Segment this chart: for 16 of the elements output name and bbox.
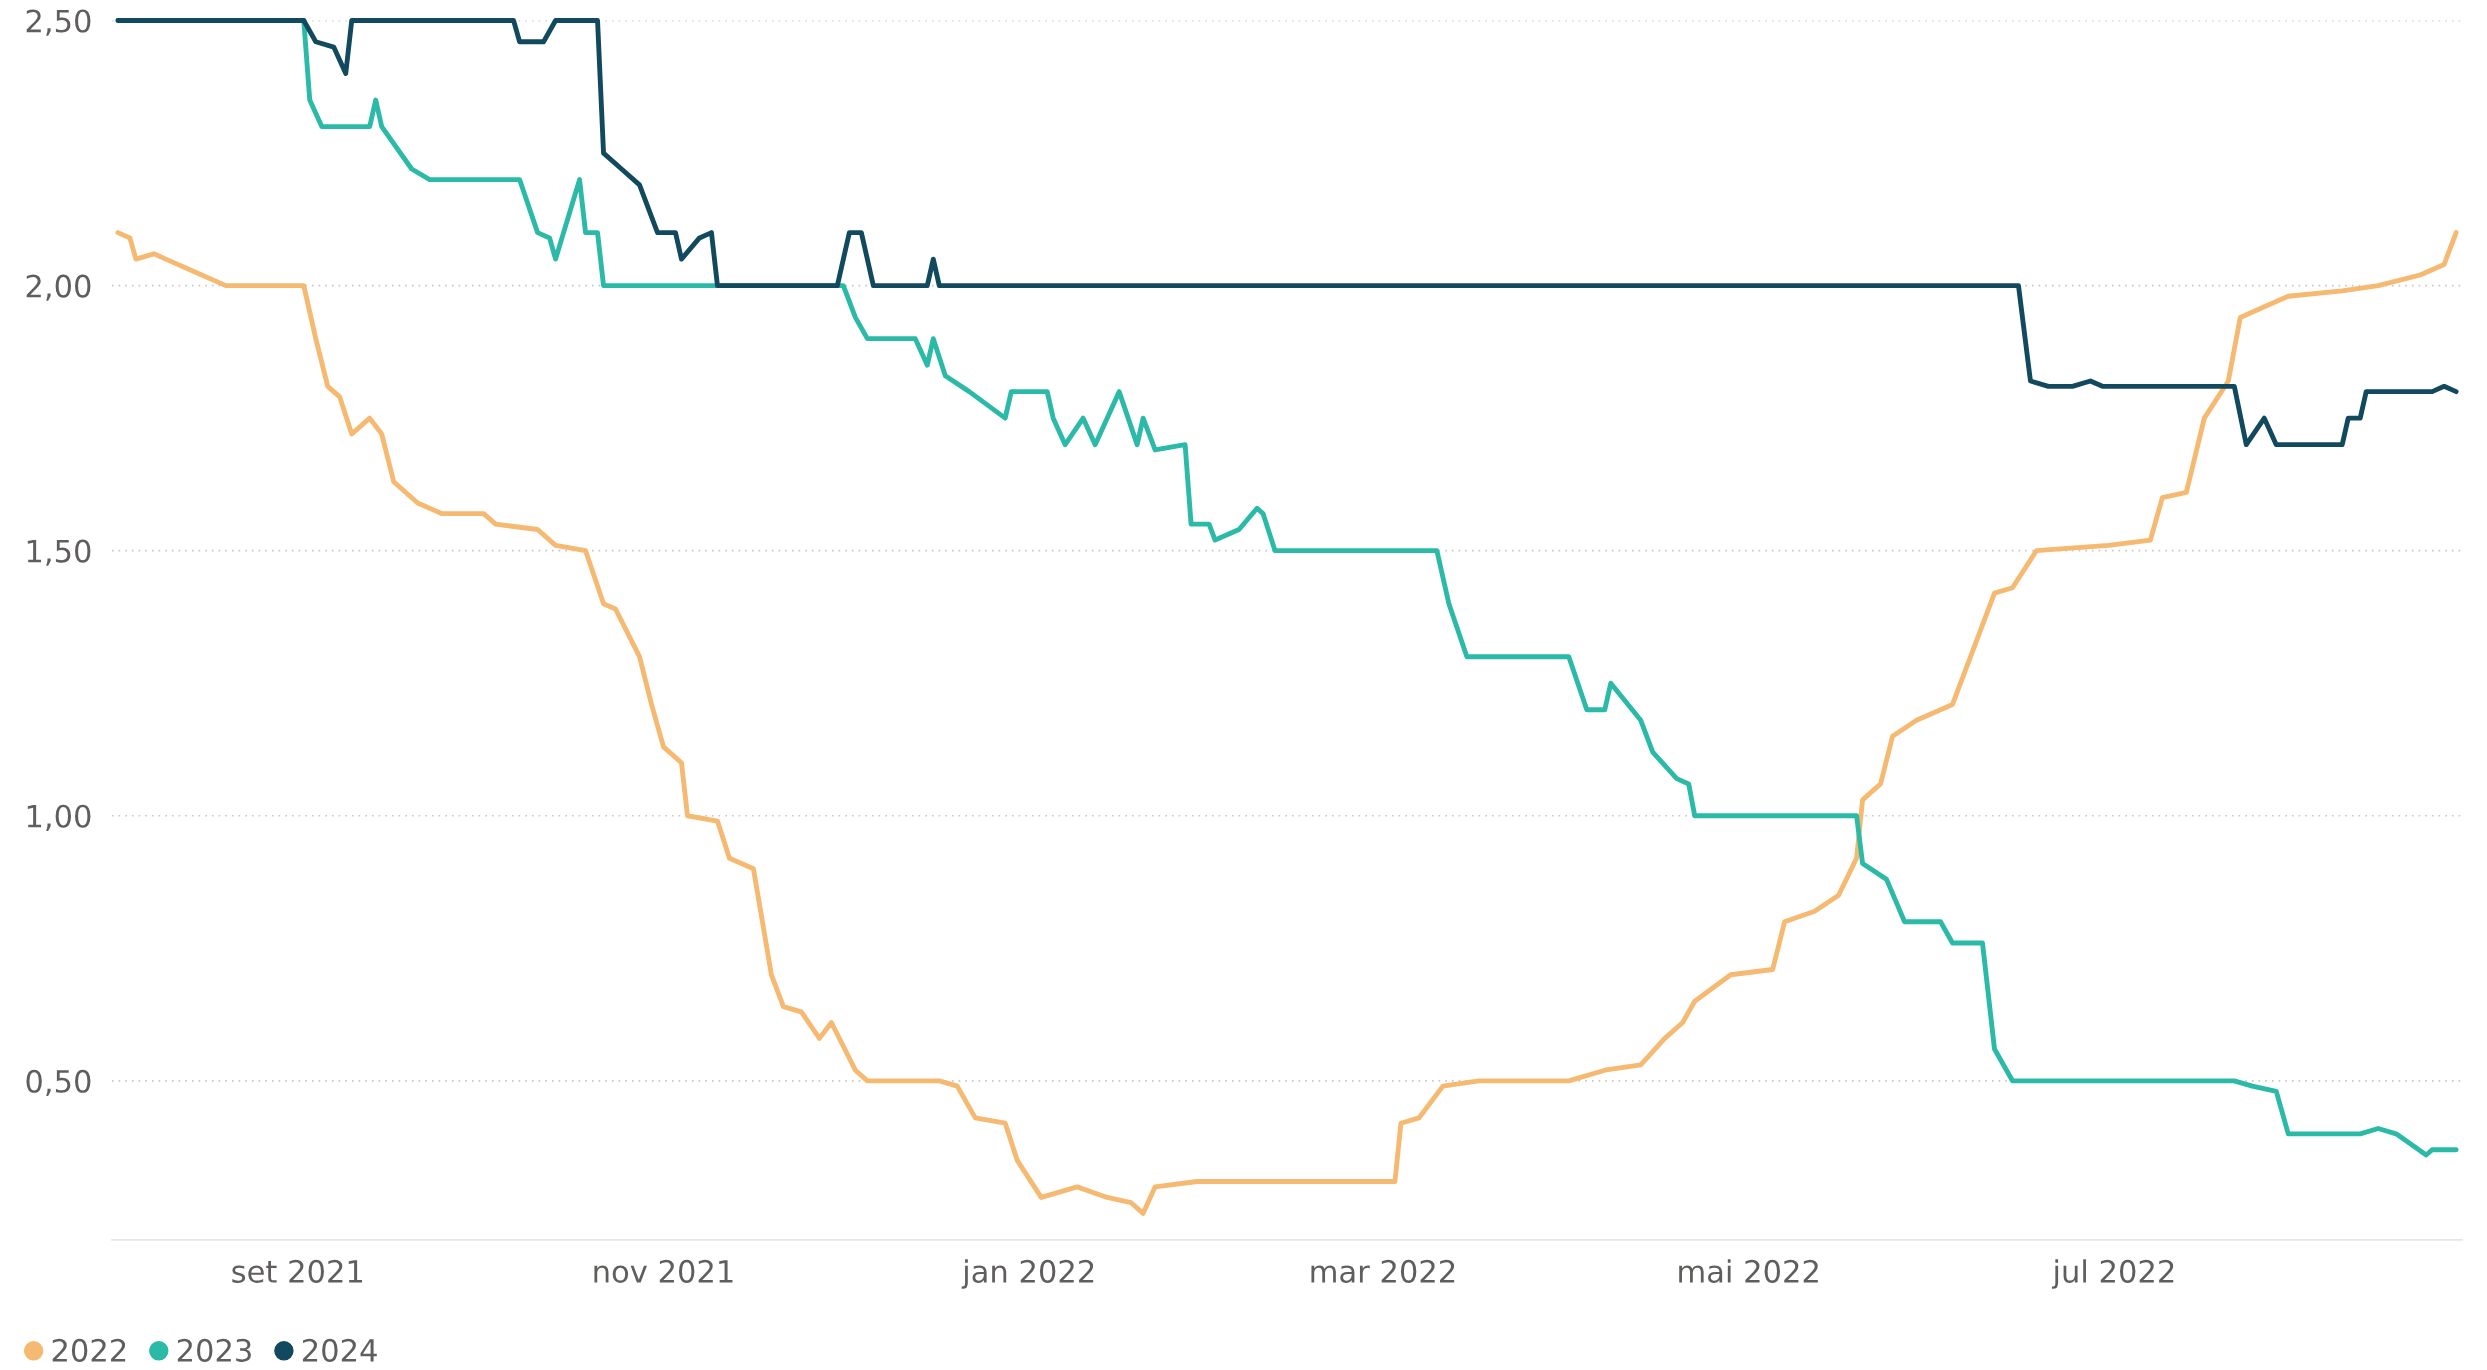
x-tick-label: jan 2022 <box>961 1259 1094 1289</box>
legend-label: 2023 <box>177 1338 251 1362</box>
x-tick-label: nov 2021 <box>594 1259 733 1283</box>
y-tick-label: 2,50 <box>26 9 91 36</box>
x-tick-label: mar 2022 <box>1311 1259 1455 1283</box>
y-tick-label: 0,50 <box>26 1069 91 1096</box>
x-tick-label: jul 2022 <box>2051 1259 2174 1289</box>
x-tick-label: mai 2022 <box>1679 1259 1818 1283</box>
y-tick-label: 2,00 <box>26 274 91 301</box>
line-series <box>115 18 2459 448</box>
y-tick-label: 1,00 <box>27 804 91 831</box>
legend-label: 2024 <box>302 1338 377 1362</box>
y-tick-label: 1,50 <box>27 539 91 566</box>
line-series <box>115 230 2459 1216</box>
legend-label: 2022 <box>52 1338 126 1362</box>
x-tick-label: set 2021 <box>232 1259 363 1283</box>
